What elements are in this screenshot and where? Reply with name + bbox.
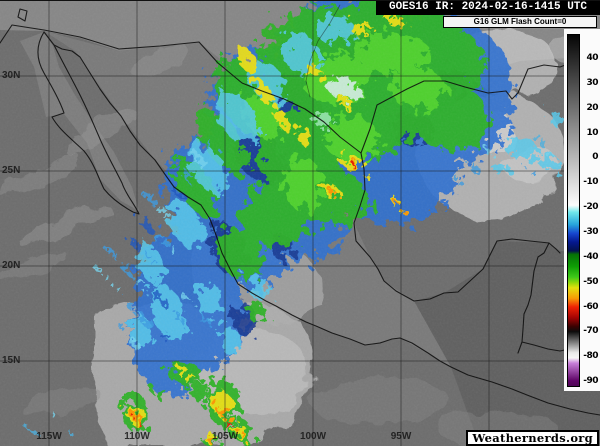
colorbar-tick-label: 40: [586, 53, 598, 63]
watermark: Weathernerds.org: [466, 430, 599, 446]
longitude-label: 105W: [211, 431, 239, 442]
longitude-label: 100W: [299, 431, 327, 442]
flash-count-text: G16 GLM Flash Count=0: [473, 17, 567, 26]
longitude-label: 110W: [124, 431, 150, 442]
colorbar-tick-label: 0: [592, 152, 598, 163]
latitude-label: 15N: [2, 355, 21, 366]
colorbar-tick-label: 30: [586, 77, 598, 88]
latitude-label: 30N: [2, 70, 21, 81]
colorbar-tick-label: -60: [583, 301, 598, 312]
colorbar-tick-label: -30: [583, 226, 598, 237]
colorbar-tick-label: -10: [583, 177, 598, 188]
colorbar-tick-label: -90: [583, 376, 598, 387]
title-text: GOES16 IR: 2024-02-16-1415 UTC: [388, 1, 588, 13]
flash-count-box: G16 GLM Flash Count=0: [443, 16, 597, 28]
colorbar-tick-label: 10: [586, 127, 598, 138]
longitude-label: 95W: [390, 431, 412, 442]
colorbar-tick-label: -20: [583, 202, 598, 213]
colorbar-panel: 40 30 20 10 0 -10 -20 -30 -40 -50 -60 -70 -80 -90: [564, 29, 600, 391]
colorbar-tick-label: 20: [586, 102, 598, 113]
colorbar-tick-label: -50: [583, 276, 598, 287]
colorbar-tick-label: -80: [583, 351, 598, 362]
latitude-label: 25N: [2, 165, 21, 176]
title-bar: GOES16 IR: 2024-02-16-1415 UTC: [376, 1, 600, 15]
longitude-label: 115W: [36, 431, 62, 442]
colorbar-gradient: [567, 34, 580, 387]
colorbar-tick-label: -70: [583, 326, 598, 337]
coastlines: [0, 4, 600, 416]
colorbar-tick-label: -40: [583, 251, 598, 262]
latitude-label: 20N: [2, 260, 21, 271]
watermark-text: Weathernerds.org: [472, 431, 593, 445]
